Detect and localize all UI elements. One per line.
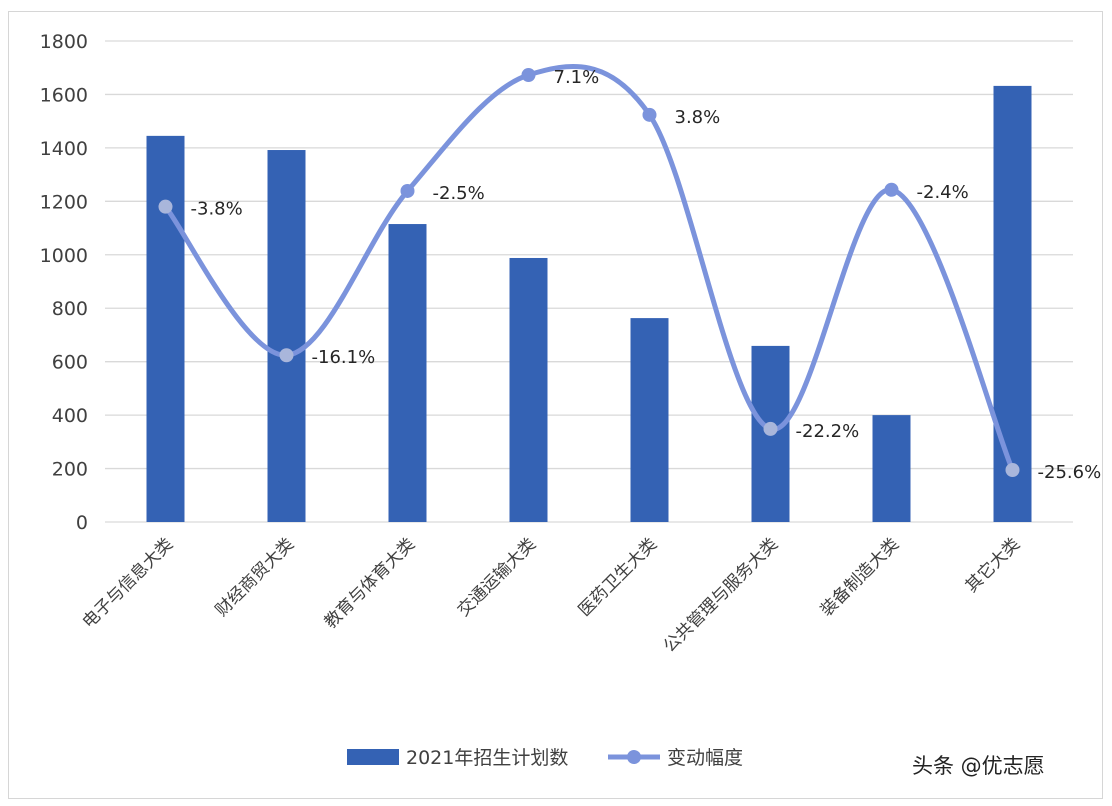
line-marker: [521, 68, 536, 82]
y-tick-label: 0: [76, 512, 88, 534]
y-tick-label: 1200: [40, 191, 88, 213]
bar: [146, 135, 185, 522]
line-marker: [884, 182, 899, 197]
bar-series: [146, 85, 1032, 522]
data-label: 7.1%: [554, 67, 600, 88]
bar: [509, 257, 548, 522]
data-label: 3.8%: [675, 107, 721, 128]
y-tick-label: 400: [52, 405, 88, 427]
data-label: -2.5%: [433, 183, 485, 204]
legend-bar-swatch: [347, 749, 399, 765]
x-tick-label: 财经商贸大类: [212, 534, 298, 620]
bar: [872, 415, 911, 522]
chart-frame: [8, 11, 1103, 799]
legend-bar-label: 2021年招生计划数: [406, 747, 568, 769]
data-label: -16.1%: [312, 347, 376, 368]
data-label: -2.4%: [917, 182, 969, 203]
line-marker: [400, 183, 415, 198]
x-tick-label: 医药卫生大类: [575, 534, 661, 620]
x-axis: 电子与信息大类 财经商贸大类 教育与体育大类 交通运输大类 医药卫生大类公共管理与服务大…: [79, 534, 1024, 656]
line-series: -3.8% -16.1% -2.5% 7.1% 3.8% -22.2% -2.4% -25.6…: [158, 64, 1102, 483]
x-tick-label: 其它大类: [962, 534, 1024, 596]
data-label: -25.6%: [1038, 462, 1102, 483]
line-marker: [279, 348, 294, 363]
line-marker: [158, 199, 173, 214]
y-tick-label: 200: [52, 459, 88, 481]
x-tick-label: 交通运输大类: [454, 534, 540, 620]
y-axis: 0 200 400 600 800 1000 1200 1400 1600 1800: [40, 31, 88, 534]
y-tick-label: 1000: [40, 245, 88, 267]
data-label: -22.2%: [796, 421, 860, 442]
bar: [267, 150, 306, 522]
y-tick-label: 1600: [40, 84, 88, 106]
x-tick-label: 教育与体育大类: [321, 534, 419, 632]
legend-line-marker: [627, 750, 641, 764]
bar: [388, 224, 427, 522]
line-marker: [763, 421, 778, 436]
bar: [993, 85, 1032, 522]
x-tick-label: 装备制造大类: [817, 534, 903, 620]
y-tick-label: 800: [52, 298, 88, 320]
y-tick-label: 1800: [40, 31, 88, 53]
watermark-credit: 头条 @优志愿: [912, 754, 1045, 778]
gridlines: [105, 40, 1073, 523]
y-tick-label: 600: [52, 352, 88, 374]
line-marker: [642, 107, 657, 122]
legend: 2021年招生计划数 变动幅度: [347, 747, 743, 769]
y-tick-label: 1400: [40, 138, 88, 160]
x-tick-label: 公共管理与服务大类: [660, 534, 782, 656]
x-tick-label: 电子与信息大类: [79, 534, 177, 632]
bar: [630, 318, 669, 522]
data-label: -3.8%: [191, 199, 243, 220]
legend-line-label: 变动幅度: [667, 747, 743, 769]
line-marker: [1005, 463, 1020, 477]
